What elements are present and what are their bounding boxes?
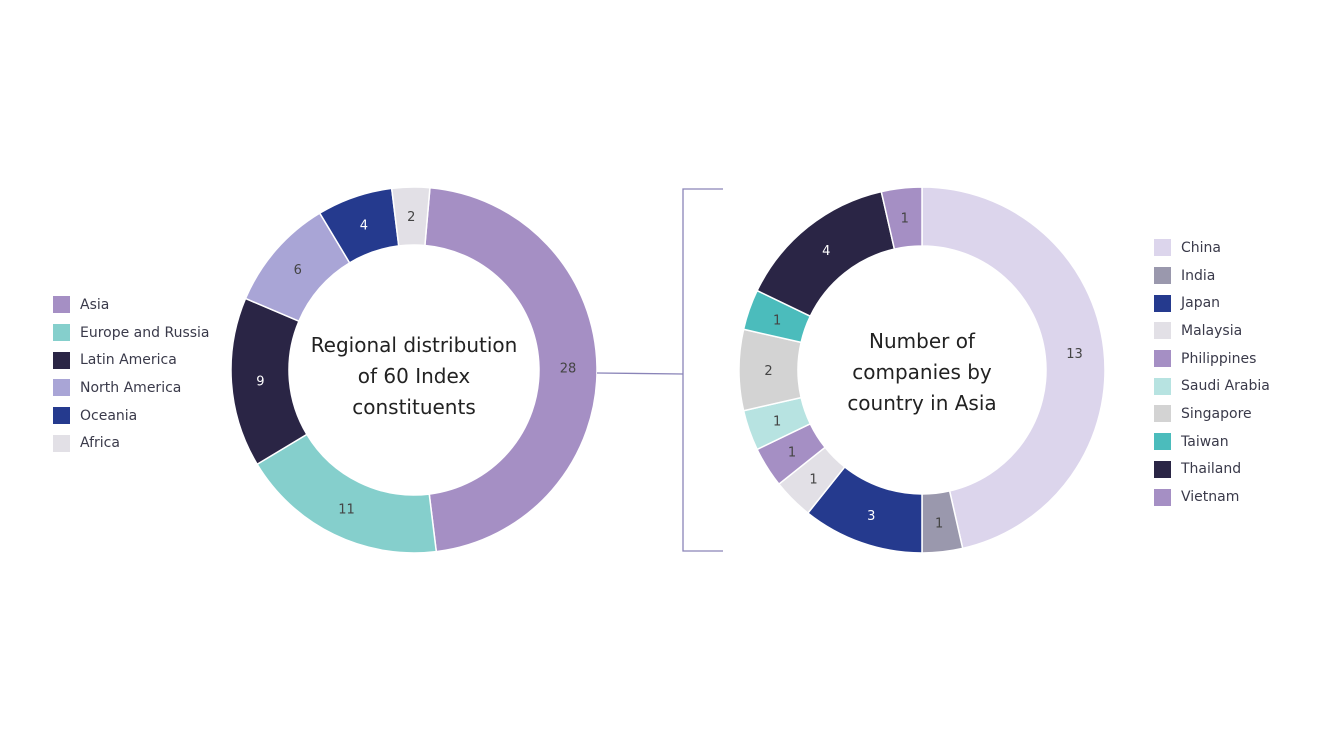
- slice-asia: [424, 186, 598, 553]
- legend-label: Latin America: [80, 352, 177, 369]
- legend-swatch: [53, 296, 70, 314]
- legend-label: Malaysia: [1181, 322, 1243, 339]
- legend-item: Philippines: [1154, 345, 1270, 373]
- legend-swatch: [1154, 350, 1171, 368]
- legend-item: Saudi Arabia: [1154, 372, 1270, 400]
- left-legend: Asia Europe and Russia Latin America North …: [53, 291, 210, 457]
- legend-item: Latin America: [53, 346, 210, 374]
- legend-label: China: [1181, 239, 1221, 256]
- legend-item: Thailand: [1154, 456, 1270, 484]
- legend-item: Europe and Russia: [53, 319, 210, 347]
- legend-swatch: [1154, 433, 1171, 451]
- legend-swatch: [53, 324, 70, 342]
- data-label: 2: [764, 364, 772, 379]
- legend-item: Asia: [53, 291, 210, 319]
- data-label: 1: [773, 313, 781, 328]
- legend-swatch: [53, 407, 70, 425]
- legend-item: Japan: [1154, 289, 1270, 317]
- data-label: 9: [256, 375, 264, 390]
- legend-item: Africa: [53, 429, 210, 457]
- connector-bracket: [596, 188, 723, 552]
- data-label: 4: [822, 244, 830, 259]
- legend-swatch: [53, 434, 70, 452]
- legend-item: China: [1154, 234, 1270, 262]
- legend-label: Africa: [80, 435, 120, 452]
- data-label: 1: [773, 415, 781, 430]
- data-label: 1: [901, 211, 909, 226]
- legend-label: North America: [80, 379, 182, 396]
- data-label: 1: [788, 446, 796, 461]
- legend-swatch: [1154, 239, 1171, 257]
- legend-label: Asia: [80, 296, 110, 313]
- data-label: 28: [560, 361, 577, 376]
- legend-item: Malaysia: [1154, 317, 1270, 345]
- legend-swatch: [1154, 488, 1171, 506]
- legend-label: Singapore: [1181, 405, 1252, 422]
- legend-item: Oceania: [53, 402, 210, 430]
- legend-label: Philippines: [1181, 350, 1257, 367]
- slice-china: [921, 186, 1106, 550]
- data-label: 13: [1066, 347, 1083, 362]
- legend-item: Vietnam: [1154, 483, 1270, 511]
- legend-label: India: [1181, 267, 1216, 284]
- legend-swatch: [53, 351, 70, 369]
- right-chart-title: Number of companies by country in Asia: [847, 329, 997, 415]
- slice-vietnam: [880, 186, 923, 251]
- legend-label: Japan: [1181, 295, 1221, 312]
- legend-swatch: [1154, 460, 1171, 478]
- slice-africa: [390, 186, 431, 247]
- data-label: 6: [294, 263, 302, 278]
- legend-swatch: [1154, 377, 1171, 395]
- legend-swatch: [1154, 267, 1171, 285]
- slice-latin-america: [230, 297, 308, 466]
- legend-swatch: [1154, 294, 1171, 312]
- data-label: 3: [867, 509, 875, 524]
- legend-label: Europe and Russia: [80, 324, 210, 341]
- legend-label: Oceania: [80, 407, 138, 424]
- legend-item: Taiwan: [1154, 428, 1270, 456]
- legend-label: Taiwan: [1181, 433, 1229, 450]
- left-chart-title: Regional distribution of 60 Index consti…: [310, 333, 518, 419]
- data-label: 4: [360, 218, 368, 233]
- legend-swatch: [1154, 405, 1171, 423]
- legend-item: India: [1154, 262, 1270, 290]
- legend-label: Saudi Arabia: [1181, 378, 1270, 395]
- data-label: 1: [809, 473, 817, 488]
- data-label: 2: [407, 210, 415, 225]
- legend-label: Thailand: [1181, 461, 1242, 478]
- legend-swatch: [53, 379, 70, 397]
- data-label: 1: [935, 517, 943, 532]
- legend-label: Vietnam: [1181, 489, 1240, 506]
- legend-swatch: [1154, 322, 1171, 340]
- data-label: 11: [338, 502, 355, 517]
- slice-europe-and-russia: [256, 433, 438, 554]
- legend-item: Singapore: [1154, 400, 1270, 428]
- legend-item: North America: [53, 374, 210, 402]
- right-legend: China India Japan Malaysia Philippines Saudi …: [1154, 234, 1270, 511]
